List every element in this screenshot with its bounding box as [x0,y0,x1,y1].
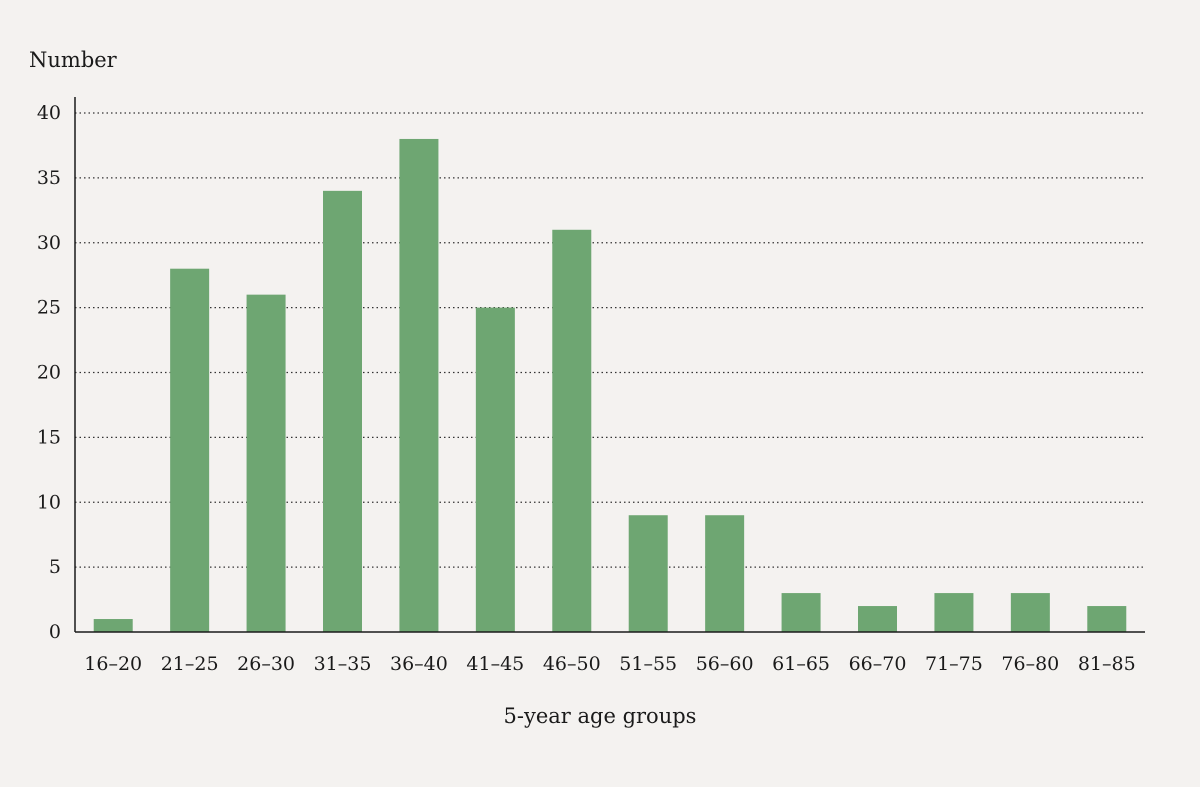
x-tick-label: 21–25 [161,653,219,675]
bar-31–35 [323,190,362,632]
x-tick-label: 16–20 [84,653,142,675]
bar-71–75 [934,593,974,632]
x-tick-label: 36–40 [390,653,448,675]
bar-61–65 [781,593,821,632]
bar-36–40 [399,138,439,632]
x-axis-label: 5-year age groups [504,704,697,728]
y-axis-label: Number [29,48,118,72]
bar-66–70 [858,606,897,632]
x-tick-label: 31–35 [314,653,372,675]
y-tick-label: 10 [37,491,61,513]
y-tick-label: 40 [37,102,61,124]
bars [93,138,1127,632]
x-tick-label: 41–45 [466,653,524,675]
y-tick-label: 25 [37,297,61,319]
x-tick-label: 51–55 [619,653,677,675]
x-tick-label: 66–70 [849,653,907,675]
bar-81–85 [1087,606,1127,632]
x-tick-label: 81–85 [1078,653,1136,675]
y-axis-ticks: 0 5 10 15 20 25 30 35 40 [37,102,61,643]
x-tick-label: 61–65 [772,653,830,675]
x-axis-ticks: 16–20 21–25 26–30 31–35 36–40 41–45 46–50 51–55… [84,653,1135,675]
y-tick-label: 5 [49,556,61,578]
x-tick-label: 76–80 [1001,653,1059,675]
x-tick-label: 71–75 [925,653,983,675]
x-tick-label: 56–60 [696,653,754,675]
y-tick-label: 0 [49,621,61,643]
x-tick-label: 46–50 [543,653,601,675]
bar-46–50 [552,229,592,632]
y-tick-label: 15 [37,426,61,448]
bar-56–60 [705,515,745,632]
gridlines [75,112,1145,568]
y-tick-label: 35 [37,167,61,189]
bar-41–45 [475,307,515,632]
bar-51–55 [628,515,668,632]
x-tick-label: 26–30 [237,653,295,675]
bar-76–80 [1010,593,1050,632]
bar-26–30 [246,294,286,632]
y-tick-label: 20 [37,362,61,384]
bar-21–25 [170,268,210,632]
y-tick-label: 30 [37,232,61,254]
bar-16–20 [93,619,133,632]
